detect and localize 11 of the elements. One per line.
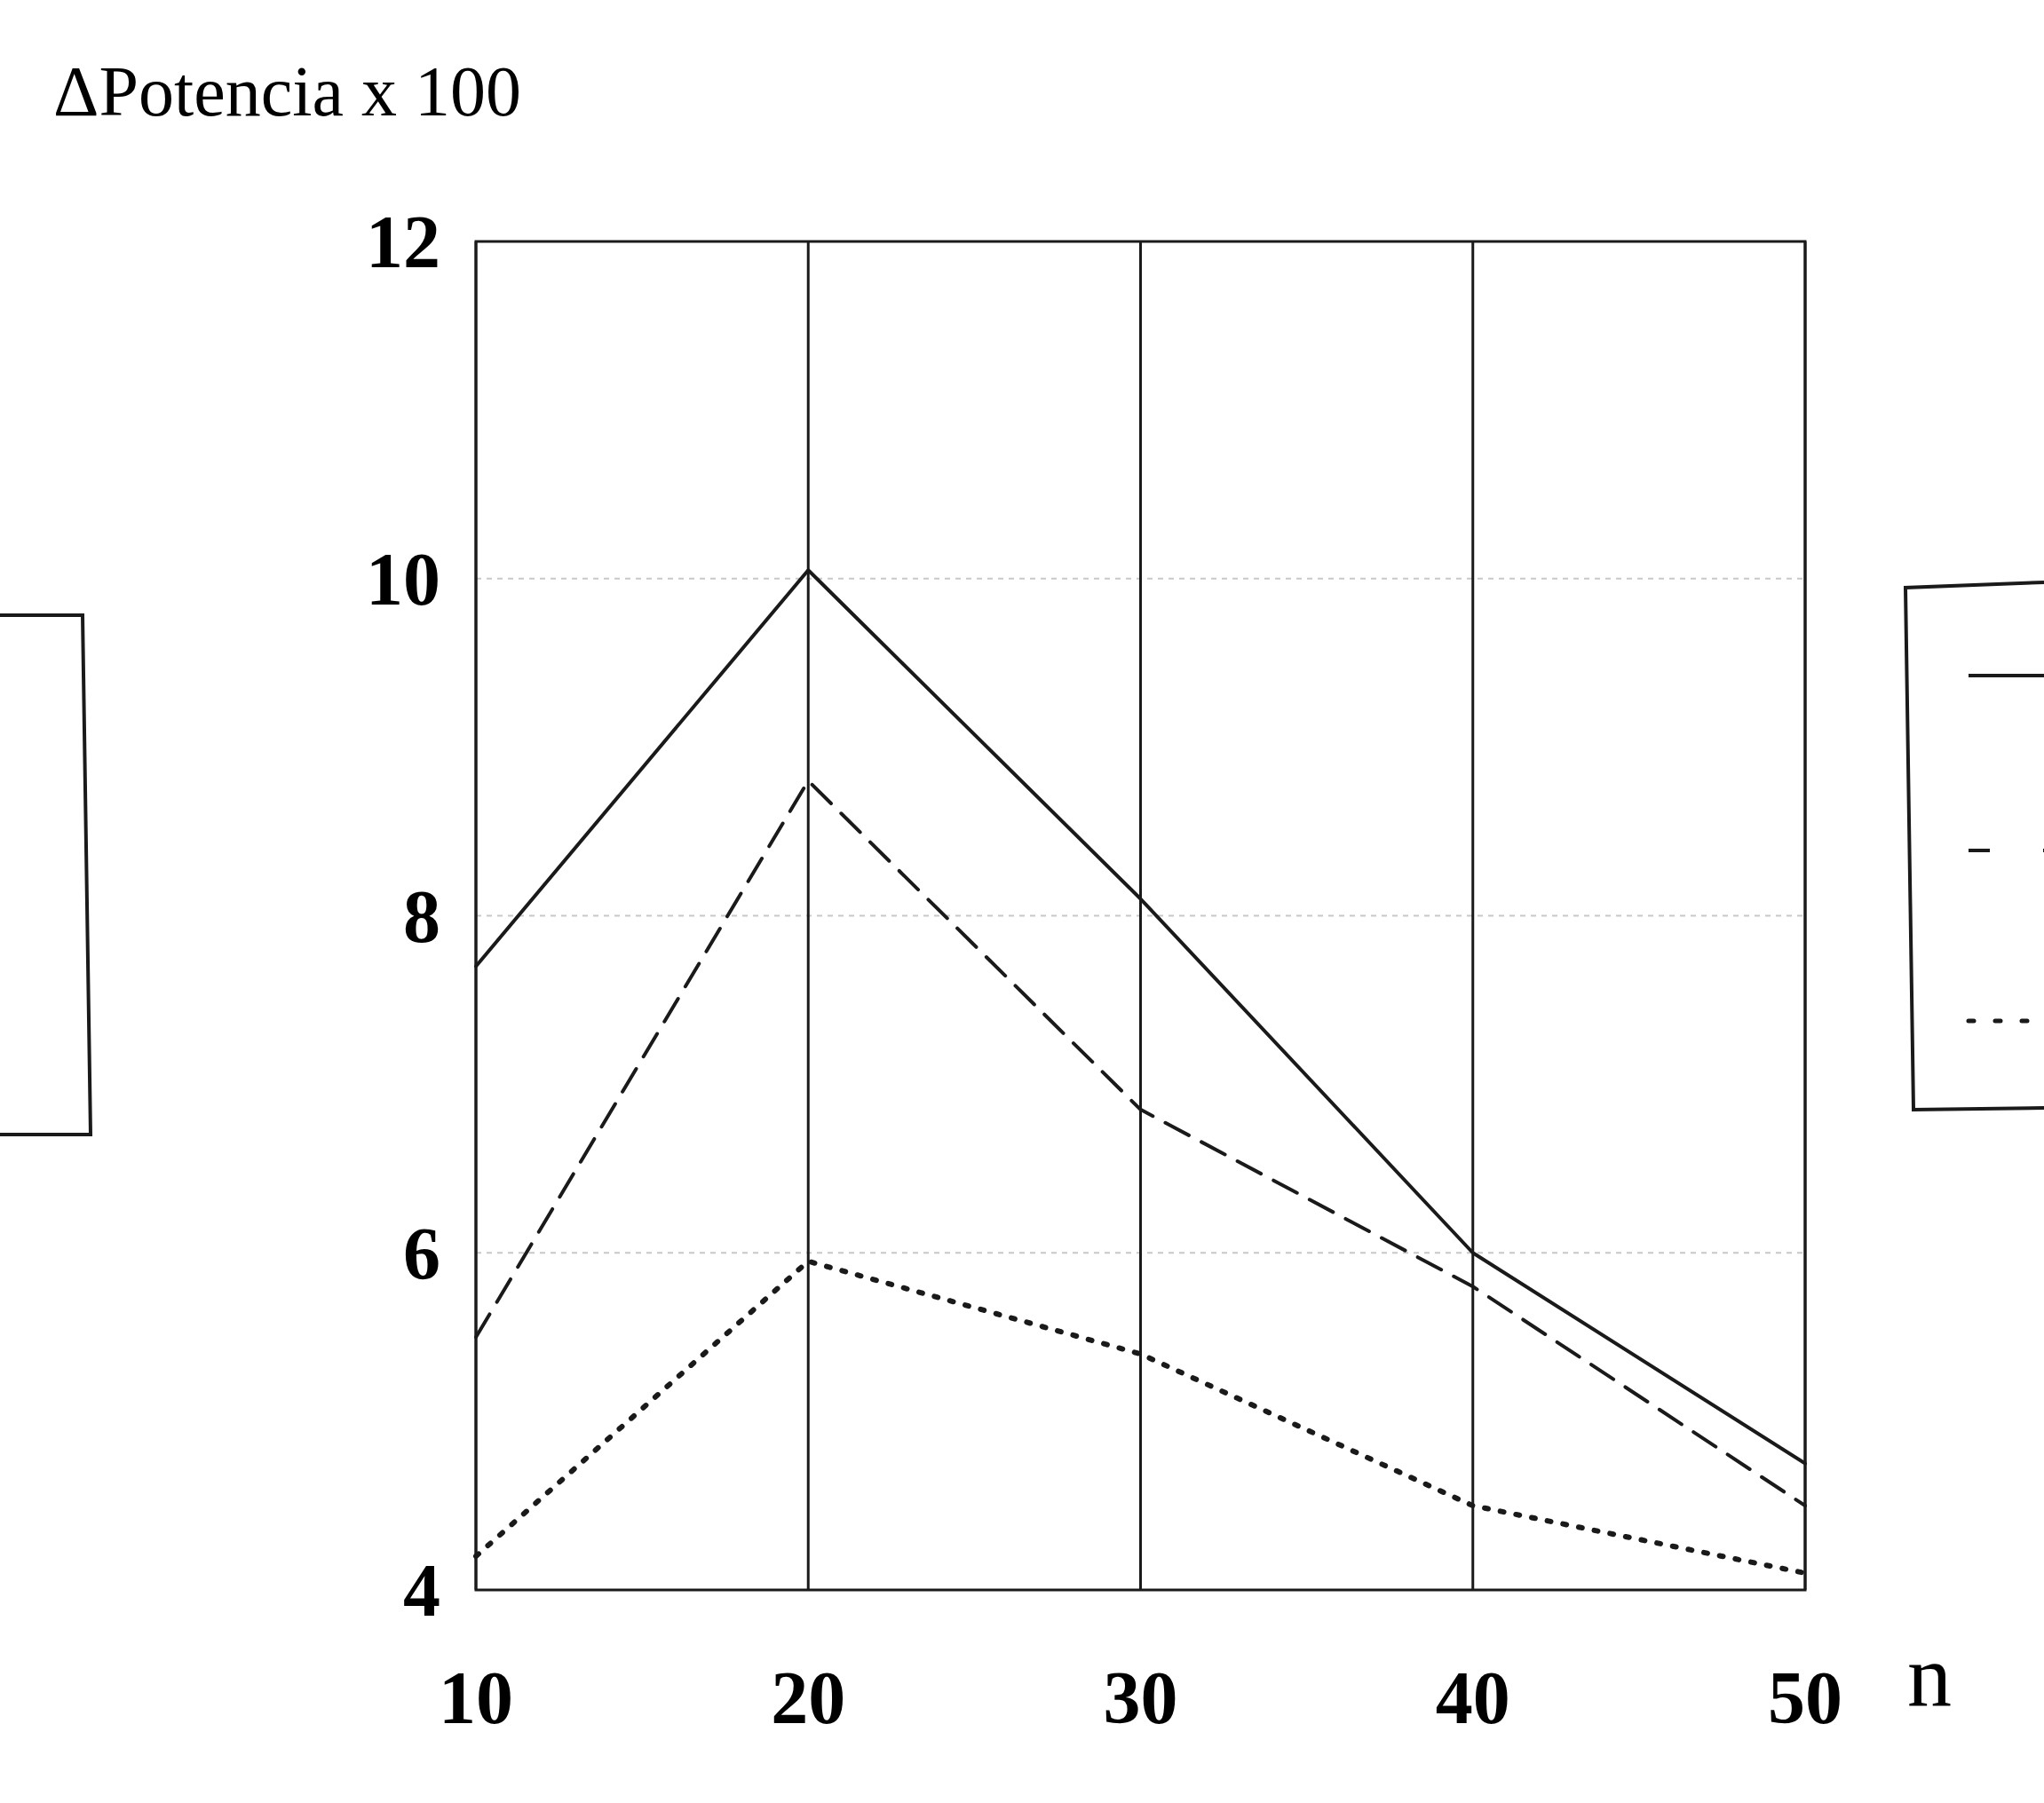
y-axis-title: ΔPotencia x 100 [53, 52, 521, 130]
y-tick-label: 4 [403, 1549, 440, 1633]
x-axis-title: n [1907, 1626, 1952, 1725]
x-tick-label: 30 [1103, 1657, 1178, 1739]
x-tick-label: 20 [771, 1657, 846, 1739]
y-tick-label: 6 [403, 1212, 440, 1295]
y-tick-label: 8 [403, 874, 440, 958]
y-tick-label: 12 [366, 201, 440, 284]
x-tick-label: 40 [1435, 1657, 1510, 1739]
y-tick-label: 10 [366, 538, 440, 621]
x-tick-label: 50 [1768, 1657, 1842, 1739]
